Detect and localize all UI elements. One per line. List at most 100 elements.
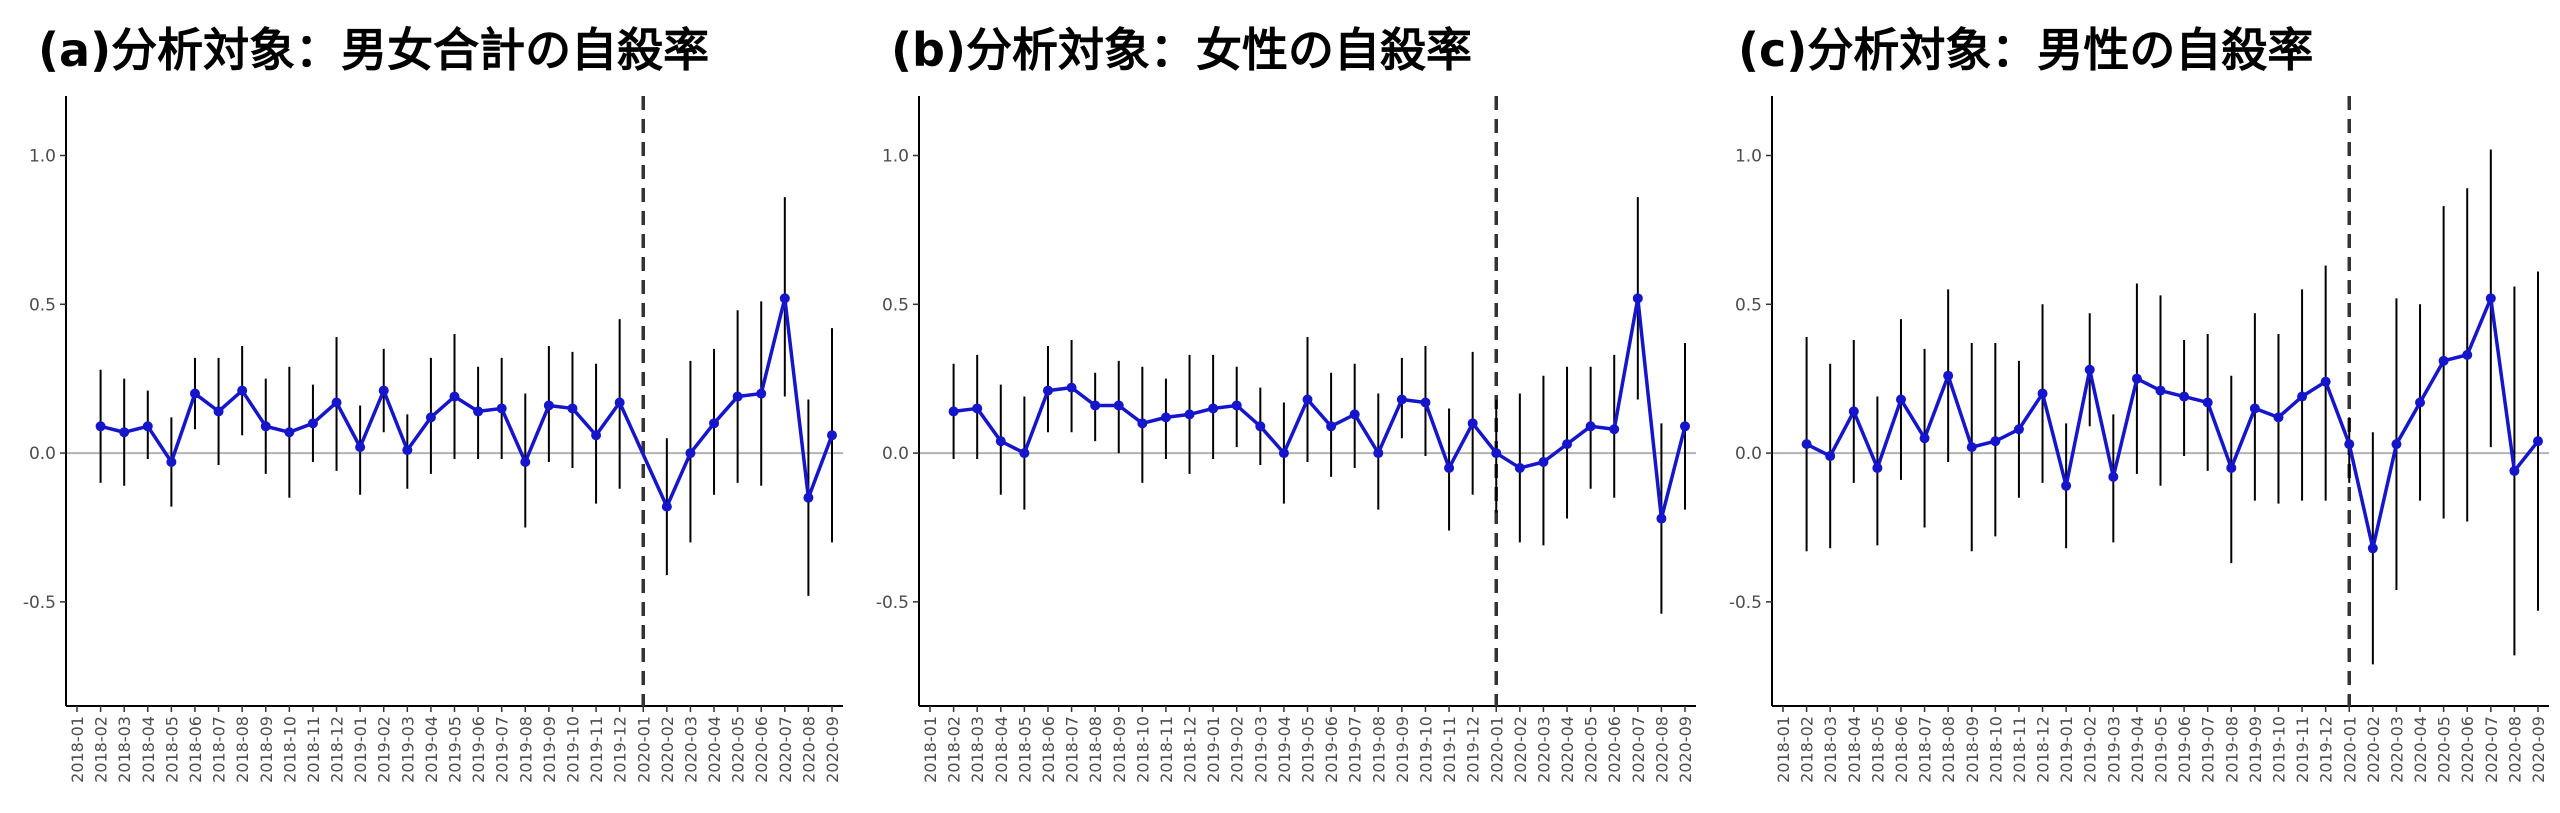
x-tick-label: 2020-01 (1487, 716, 1506, 783)
data-point (1019, 448, 1030, 459)
data-point (543, 400, 554, 411)
data-point (1609, 424, 1620, 435)
x-tick-label: 2020-02 (1511, 716, 1530, 783)
data-point (189, 388, 200, 399)
chart-panel-c: (c)分析対象：男性の自殺率 1.0 0.5 0.0 -0.5 2018-01 2018-… (1706, 0, 2559, 813)
data-point (756, 388, 767, 399)
data-point (995, 436, 1006, 447)
x-tick-label: 2020-08 (1652, 716, 1671, 783)
data-point (1090, 400, 1101, 411)
x-tick-label: 2018-03 (968, 716, 987, 783)
data-point (1208, 403, 1219, 414)
data-point (1278, 448, 1289, 459)
data-point (2438, 355, 2449, 366)
data-point (402, 445, 413, 456)
x-tick-label: 2020-02 (658, 716, 677, 783)
data-point (1966, 442, 1977, 453)
chart-panel-b: (b)分析対象：女性の自殺率 1.0 0.5 0.0 -0.5 2018-01 2018-… (853, 0, 1706, 813)
x-tick-label: 2019-01 (2057, 716, 2076, 783)
x-tick-label: 2019-03 (1251, 716, 1270, 783)
data-point (2415, 397, 2426, 408)
x-tick-label: 2019-09 (1393, 716, 1412, 783)
x-tick-label: 2018-11 (1157, 716, 1176, 783)
data-point (496, 403, 507, 414)
data-point (2509, 465, 2520, 476)
chart-plot-area: 1.0 0.5 0.0 -0.5 2018-01 2018-02 2018-03 2018-0… (876, 96, 1696, 783)
x-tick-label: 2020-09 (2529, 716, 2548, 783)
x-tick-label: 2018-01 (921, 716, 940, 783)
x-tick-label: 2019-07 (1346, 716, 1365, 783)
x-tick-label: 2020-08 (2505, 716, 2524, 783)
data-point (827, 430, 837, 441)
data-point (1585, 421, 1596, 432)
x-tick-label: 2020-07 (2482, 716, 2501, 783)
data-point (1184, 409, 1195, 420)
data-point (2155, 385, 2166, 396)
y-tick-label: 0.0 (29, 444, 56, 464)
data-point (614, 397, 625, 408)
data-point (1656, 513, 1667, 524)
x-tick-label: 2019-08 (2222, 716, 2241, 783)
series-line (1805, 296, 2540, 551)
data-point (591, 430, 602, 441)
x-tick-label: 2018-10 (1986, 716, 2005, 783)
x-tick-label: 2018-08 (1939, 716, 1958, 783)
data-point (2108, 471, 2119, 482)
x-tick-label: 2018-06 (1892, 716, 1911, 783)
x-tick-label: 2018-08 (233, 716, 252, 783)
x-tick-label: 2019-03 (2104, 716, 2123, 783)
x-tick-label: 2019-09 (2246, 716, 2265, 783)
x-tick-label: 2018-10 (1133, 716, 1152, 783)
x-tick-label: 2018-11 (2010, 716, 2029, 783)
data-point (709, 418, 720, 429)
data-point (1680, 421, 1690, 432)
x-tick-label: 2019-07 (493, 716, 512, 783)
x-tick-label: 2020-03 (1534, 716, 1553, 783)
data-point (449, 391, 460, 402)
x-tick-label: 2018-04 (992, 716, 1011, 783)
y-tick-label: 0.5 (29, 295, 56, 315)
x-tick-label: 2020-09 (823, 716, 842, 783)
data-point (2344, 439, 2355, 450)
x-tick-label: 2020-01 (634, 716, 653, 783)
chart-plot-area: 1.0 0.5 0.0 -0.5 2018-01 2018-02 2018-03 2018-0… (23, 96, 843, 783)
data-point (1538, 457, 1549, 467)
x-tick-label: 2020-04 (705, 716, 724, 783)
chart-panel-a: (a)分析対象：男女合計の自殺率 1.0 0.5 0.0 -0.5 2018-01 201… (0, 0, 853, 813)
data-point (2485, 293, 2496, 304)
x-tick-label: 2018-05 (162, 716, 181, 783)
x-tick-label: 2018-02 (945, 716, 964, 783)
x-tick-label: 2020-07 (776, 716, 795, 783)
x-tick-label: 2020-04 (2411, 716, 2430, 783)
data-point (1160, 412, 1171, 423)
data-point (1872, 462, 1883, 473)
x-tick-label: 2019-05 (2152, 716, 2171, 783)
x-tick-label: 2018-12 (328, 716, 347, 783)
data-point (1302, 394, 1313, 405)
data-point (1326, 421, 1337, 432)
x-tick-label: 2019-10 (1416, 716, 1435, 783)
x-tick-label: 2020-06 (752, 716, 771, 783)
x-tick-label: 2018-06 (186, 716, 205, 783)
x-tick-label: 2019-12 (2317, 716, 2336, 783)
x-tick-label: 2019-09 (540, 716, 559, 783)
data-point (1066, 382, 1077, 393)
x-tick-label: 2019-03 (398, 716, 417, 783)
data-point (2273, 412, 2284, 423)
x-tick-label: 2019-01 (1204, 716, 1223, 783)
y-tick-label: 1.0 (882, 147, 909, 167)
data-point (119, 427, 130, 438)
x-tick-label: 2019-02 (2081, 716, 2100, 783)
x-tick-label: 2019-11 (2293, 716, 2312, 783)
x-tick-label: 2018-09 (1963, 716, 1982, 783)
data-point (1895, 394, 1906, 405)
x-tick-label: 2019-06 (469, 716, 488, 783)
data-point (732, 391, 743, 402)
x-tick-label: 2020-07 (1629, 716, 1648, 783)
data-point (948, 406, 959, 417)
data-point (1919, 433, 1930, 444)
data-point (1990, 436, 2001, 447)
x-tick-label: 2020-05 (2435, 716, 2454, 783)
data-point (2391, 439, 2402, 450)
y-tick-label: 1.0 (29, 147, 56, 167)
